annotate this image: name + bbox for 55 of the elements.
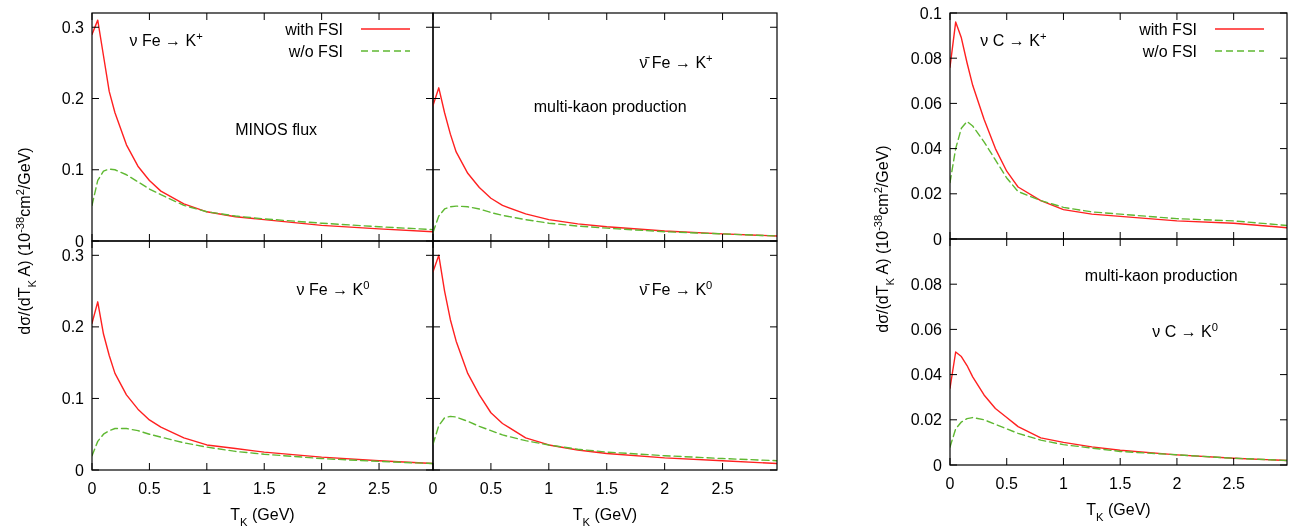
y-tick-label: 0.1: [919, 4, 943, 22]
y-tick-label: 0.3: [61, 18, 85, 36]
x-axis-title: T$_{K}$ (GeV): [572, 506, 638, 528]
y-tick-label: 0.02: [910, 411, 943, 429]
y-tick-label: 0.02: [910, 185, 943, 203]
x-tick-label: 2: [1172, 475, 1182, 492]
line-series: [950, 120, 1287, 227]
x-tick-label: 1.5: [253, 480, 276, 497]
y-tick-label: 0.1: [61, 161, 85, 179]
y-tick-label: 0.04: [910, 366, 943, 384]
x-tick-label: 1: [202, 480, 212, 497]
x-tick-label: 0: [945, 475, 955, 492]
annotation: ν Fe → K$^{0}$: [296, 278, 370, 298]
x-tick-label: 0.5: [138, 480, 161, 497]
y-tick-label: 0: [75, 461, 85, 479]
line-series: [950, 416, 1287, 462]
annotation: ν Fe → K$^{+}$: [129, 29, 203, 49]
line-series: [950, 21, 1287, 229]
y-tick-label: 0.08: [910, 275, 943, 293]
annotation: ν̄ Fe → K$^{0}$: [639, 278, 713, 298]
x-axis-title: T$_{K}$ (GeV): [1086, 501, 1151, 523]
y-tick-label: 0.08: [910, 49, 943, 67]
y-tick-label: 0.06: [910, 321, 943, 338]
annotation: multi-kaon production: [533, 98, 687, 116]
legend-label: with FSI: [284, 20, 343, 38]
legend-label: w/o FSI: [1141, 42, 1197, 60]
x-tick-label: 0.5: [479, 480, 503, 497]
annotation: ν C → K$^{0}$: [1152, 321, 1218, 341]
x-tick-label: 2.5: [711, 480, 734, 497]
x-tick-label: 2.5: [367, 480, 391, 497]
legend-label: with FSI: [1138, 20, 1197, 38]
x-tick-label: 0: [428, 480, 438, 497]
x-tick-label: 0.5: [995, 475, 1018, 492]
y-tick-label: 0.1: [61, 390, 85, 408]
y-tick-label: 0.2: [61, 318, 85, 336]
x-tick-label: 1: [1059, 475, 1069, 492]
annotation: ν̄ Fe → K$^{+}$: [639, 51, 713, 71]
x-tick-label: 2: [660, 480, 670, 497]
annotation: MINOS flux: [235, 120, 318, 138]
x-tick-label: 1: [544, 480, 554, 497]
annotation: multi-kaon production: [1084, 266, 1238, 284]
x-tick-label: 0: [87, 480, 97, 497]
x-tick-label: 1.5: [595, 480, 618, 497]
y-tick-label: 0: [933, 230, 943, 248]
x-tick-label: 1.5: [1109, 475, 1132, 492]
x-tick-label: 2: [317, 480, 327, 497]
y-tick-label: 0.04: [910, 140, 943, 158]
y-tick-label: 0.06: [910, 95, 943, 112]
y-tick-label: 0.2: [61, 90, 85, 108]
x-tick-label: 2.5: [1222, 475, 1245, 492]
y-tick-label: 0: [933, 456, 943, 474]
legend-label: w/o FSI: [287, 42, 343, 60]
line-series: [92, 427, 433, 465]
annotation: ν C → K$^{+}$: [980, 29, 1047, 49]
x-axis-title: T$_{K}$ (GeV): [230, 506, 295, 528]
